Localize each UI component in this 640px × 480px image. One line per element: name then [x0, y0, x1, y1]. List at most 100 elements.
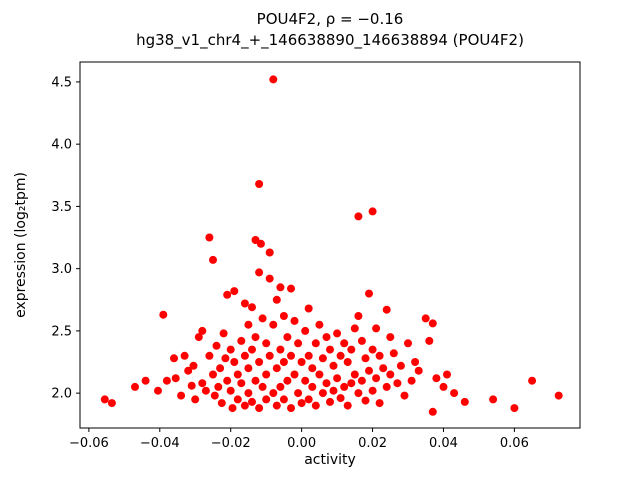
data-point: [361, 354, 370, 363]
data-point: [170, 354, 178, 363]
data-point: [528, 376, 537, 385]
data-point: [315, 320, 324, 329]
data-point: [294, 389, 303, 398]
data-point: [205, 233, 214, 242]
data-point: [214, 382, 223, 391]
data-point: [318, 354, 327, 363]
data-point: [256, 239, 265, 248]
y-axis-label: expression (log₂tpm): [13, 172, 29, 318]
data-point: [131, 382, 139, 391]
y-tick-label: 4.0: [51, 138, 72, 153]
data-point: [162, 376, 171, 385]
data-point: [100, 395, 109, 404]
data-point: [255, 404, 264, 413]
data-point: [216, 364, 225, 373]
data-point: [226, 386, 235, 395]
data-point: [244, 389, 253, 398]
data-point: [269, 320, 278, 329]
data-point: [354, 389, 363, 398]
y-tick-label: 3.0: [51, 262, 72, 277]
x-axis-label: activity: [304, 452, 356, 468]
x-tick-label: −0.06: [69, 436, 109, 451]
data-point: [290, 316, 299, 325]
data-point: [272, 364, 281, 373]
data-point: [265, 274, 274, 283]
data-point: [368, 386, 377, 395]
data-point: [262, 395, 271, 404]
data-point: [333, 329, 342, 338]
data-point: [189, 361, 198, 370]
x-tick-label: 0.00: [287, 436, 316, 451]
data-point: [255, 268, 264, 277]
data-point: [240, 401, 249, 410]
data-point: [354, 312, 363, 320]
data-point: [365, 289, 373, 298]
data-point: [184, 366, 193, 375]
data-point: [276, 345, 285, 354]
data-point: [244, 320, 253, 329]
data-point: [368, 345, 377, 354]
data-point: [336, 394, 345, 403]
data-point: [223, 290, 232, 299]
data-point: [198, 326, 207, 335]
data-point: [262, 370, 271, 379]
data-point: [343, 358, 352, 366]
data-point: [421, 314, 430, 323]
data-point: [428, 407, 437, 416]
data-point: [375, 399, 384, 408]
data-point: [432, 374, 441, 383]
data-point: [489, 395, 498, 404]
y-tick-label: 2.5: [51, 324, 72, 339]
data-point: [333, 374, 342, 383]
data-point: [283, 376, 292, 385]
x-tick-label: 0.04: [429, 436, 458, 451]
data-point: [230, 358, 239, 366]
data-point: [258, 314, 267, 323]
y-tick-label: 4.5: [51, 75, 72, 90]
data-point: [308, 364, 317, 373]
data-point: [255, 358, 264, 366]
data-point: [279, 358, 288, 366]
data-point: [425, 336, 434, 345]
y-tick-label: 2.0: [51, 387, 72, 402]
data-point: [205, 351, 214, 360]
data-point: [230, 287, 239, 296]
data-point: [287, 284, 295, 293]
data-point: [340, 339, 349, 348]
data-point: [347, 345, 356, 354]
data-point: [221, 354, 230, 363]
data-point: [372, 324, 381, 333]
data-point: [357, 376, 366, 385]
data-point: [201, 386, 210, 395]
data-point: [287, 351, 295, 360]
data-point: [304, 395, 313, 404]
data-point: [107, 399, 116, 408]
data-point: [244, 364, 253, 373]
data-point: [251, 333, 260, 342]
data-point: [248, 345, 256, 354]
data-point: [340, 382, 349, 391]
data-point: [228, 404, 237, 413]
data-point: [171, 374, 180, 383]
x-tick-label: −0.04: [140, 436, 180, 451]
data-point: [187, 381, 196, 390]
data-point: [304, 304, 313, 313]
data-point: [386, 370, 395, 379]
data-point: [177, 391, 186, 400]
data-point: [240, 299, 249, 308]
data-point: [404, 339, 412, 348]
plot-frame: [79, 61, 581, 429]
data-point: [154, 386, 162, 395]
data-point: [318, 389, 327, 398]
data-point: [379, 364, 388, 373]
data-point: [269, 75, 278, 84]
data-point: [411, 358, 420, 366]
data-point: [365, 366, 373, 375]
data-point: [308, 382, 317, 391]
data-point: [212, 341, 221, 350]
data-point: [443, 370, 451, 379]
data-point: [233, 370, 242, 379]
data-point: [265, 351, 274, 360]
data-point: [226, 345, 235, 354]
chart-subtitle: hg38_v1_chr4_+_146638890_146638894 (POU4…: [136, 31, 524, 49]
